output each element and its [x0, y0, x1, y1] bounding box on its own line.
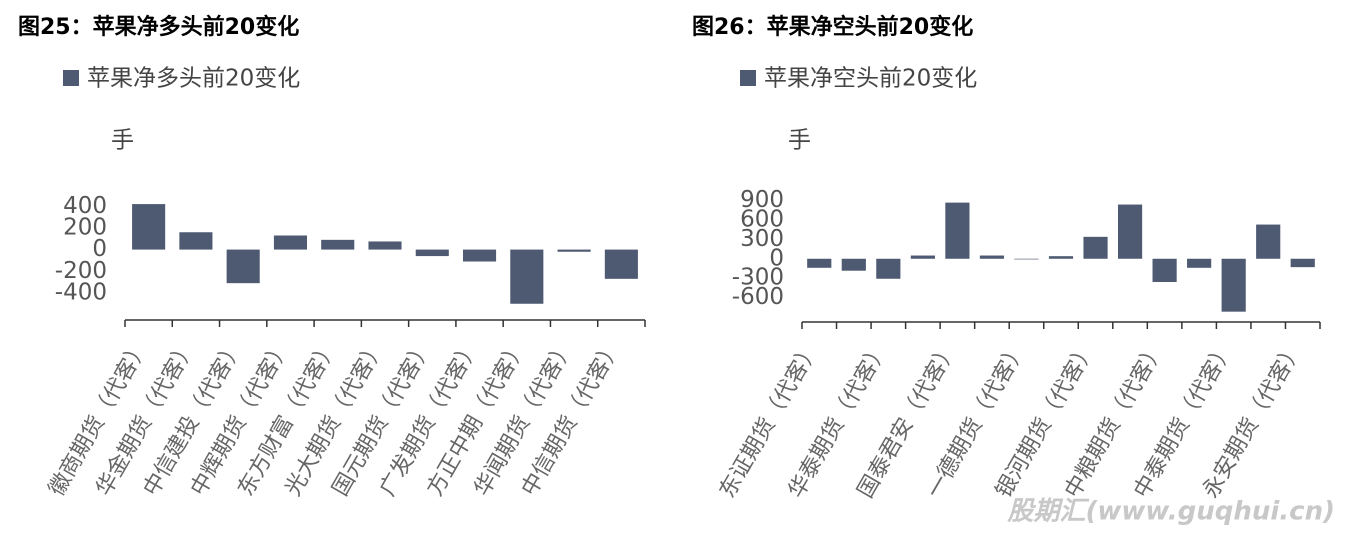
bar [979, 255, 1005, 259]
y-tick-label: -300 [732, 265, 784, 291]
bar [876, 258, 901, 279]
bar [273, 235, 307, 250]
bar [510, 249, 544, 304]
y-tick-label: -400 [55, 279, 107, 305]
y-tick-label: 900 [740, 187, 784, 213]
chart-title: 图26：苹果净空头前20变化 [692, 14, 973, 40]
y-tick-label: -200 [55, 258, 107, 284]
bar [841, 258, 866, 271]
bar [1152, 258, 1177, 282]
bar [1256, 224, 1281, 259]
chart-title: 图25：苹果净多头前20变化 [18, 14, 299, 40]
y-axis-label: 手 [111, 128, 134, 154]
bar [604, 249, 638, 279]
bar [1048, 256, 1074, 259]
legend-label: 苹果净多头前20变化 [87, 66, 300, 92]
bar [179, 232, 213, 250]
bar [463, 249, 497, 262]
legend-swatch [740, 70, 756, 86]
bar [226, 249, 260, 284]
y-tick-label: 0 [92, 236, 107, 262]
bar [321, 239, 355, 250]
watermark: 股期汇(www.guqhui.cn) [1006, 497, 1335, 527]
y-axis-label: 手 [788, 128, 811, 154]
bar [1187, 258, 1212, 268]
bar [557, 249, 591, 252]
bar [1290, 258, 1315, 268]
bar [415, 249, 449, 257]
y-tick-label: 300 [740, 226, 784, 252]
bar [1083, 236, 1108, 259]
bar [1117, 204, 1143, 259]
legend-label: 苹果净空头前20变化 [764, 66, 977, 92]
bar [368, 241, 402, 250]
y-tick-label: 600 [740, 207, 784, 233]
bar [132, 204, 166, 250]
bar [807, 258, 832, 268]
bar [945, 202, 970, 259]
bar [1221, 258, 1246, 312]
bar [1014, 258, 1039, 260]
y-tick-label: 0 [769, 245, 784, 271]
y-tick-label: 400 [63, 193, 107, 219]
y-tick-label: -600 [732, 284, 784, 310]
y-tick-label: 200 [63, 214, 107, 240]
bar [910, 255, 935, 259]
legend-swatch [63, 70, 79, 86]
